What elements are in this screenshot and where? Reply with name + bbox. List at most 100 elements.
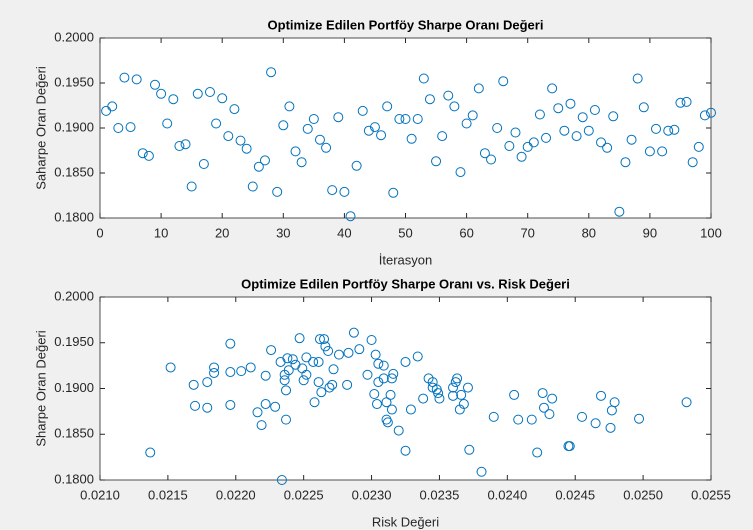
- point: [245, 362, 256, 373]
- point: [149, 79, 160, 90]
- point: [131, 74, 142, 85]
- point: [614, 206, 625, 217]
- point: [190, 400, 201, 411]
- point: [449, 101, 460, 112]
- point: [321, 142, 332, 153]
- point: [241, 143, 252, 154]
- point: [357, 105, 368, 116]
- point: [342, 379, 353, 390]
- y-axis-label: Sharpe Oran Değeri: [33, 330, 48, 446]
- point: [663, 125, 674, 136]
- point: [369, 388, 380, 399]
- point: [547, 393, 558, 404]
- point: [699, 110, 710, 121]
- point: [279, 375, 290, 386]
- point: [400, 356, 411, 367]
- point: [281, 385, 292, 396]
- y-tick-label: 0.2000: [54, 288, 94, 303]
- point: [328, 364, 339, 375]
- point: [314, 334, 325, 345]
- point: [651, 123, 662, 134]
- point: [412, 114, 423, 124]
- point: [559, 125, 570, 136]
- point: [366, 335, 377, 346]
- point: [644, 146, 655, 157]
- point: [373, 377, 384, 388]
- point: [382, 101, 393, 112]
- point: [253, 161, 264, 172]
- chart-title: Optimize Edilen Portföy Sharpe Oranı vs.…: [241, 276, 570, 291]
- point: [209, 367, 220, 378]
- point: [534, 109, 545, 120]
- point: [565, 98, 576, 109]
- point: [327, 185, 338, 196]
- point: [418, 73, 429, 84]
- point: [608, 111, 619, 122]
- point: [316, 387, 327, 398]
- point: [590, 418, 601, 429]
- point: [634, 413, 645, 424]
- x-tick-label: 30: [276, 225, 290, 240]
- point: [339, 186, 350, 197]
- point: [137, 148, 148, 159]
- point: [376, 130, 387, 141]
- point: [378, 360, 389, 371]
- point: [180, 139, 191, 150]
- point: [467, 110, 478, 121]
- x-tick-label: 50: [398, 225, 412, 240]
- point: [348, 327, 359, 338]
- point: [198, 159, 209, 169]
- point: [488, 411, 499, 422]
- point: [188, 379, 199, 390]
- point: [209, 362, 220, 373]
- x-tick-label: 0.0220: [216, 487, 256, 502]
- y-tick-label: 0.1850: [54, 164, 94, 179]
- point: [252, 407, 263, 418]
- point: [564, 441, 575, 452]
- chart-title: Optimize Edilen Portföy Sharpe Oranı Değ…: [268, 17, 544, 32]
- x-tick-label: 0.0235: [420, 487, 460, 502]
- point: [333, 349, 344, 360]
- point: [394, 114, 405, 124]
- y-axis-label: Saharpe Oran Değeri: [33, 66, 48, 190]
- point: [464, 444, 475, 455]
- point: [204, 87, 215, 97]
- y-tick-label: 0.1950: [54, 74, 94, 89]
- x-tick-label: 0.0215: [148, 487, 188, 502]
- point: [113, 123, 124, 133]
- point: [433, 388, 444, 399]
- x-tick-label: 100: [700, 225, 722, 240]
- point: [235, 135, 246, 146]
- point: [186, 181, 197, 192]
- point: [537, 388, 548, 399]
- point: [424, 94, 435, 105]
- point: [143, 150, 154, 161]
- point: [504, 141, 515, 151]
- point: [278, 120, 289, 131]
- x-tick-label: 40: [337, 225, 351, 240]
- x-tick-label: 80: [582, 225, 596, 240]
- point: [498, 76, 509, 87]
- point: [371, 399, 382, 410]
- point: [687, 157, 698, 168]
- point: [541, 132, 552, 143]
- point: [202, 377, 213, 388]
- point: [283, 365, 294, 376]
- y-tick-label: 0.1800: [54, 471, 94, 486]
- point: [547, 83, 558, 94]
- point: [308, 356, 319, 367]
- point: [266, 345, 277, 356]
- point: [260, 399, 271, 410]
- point: [162, 118, 173, 129]
- point: [596, 137, 607, 148]
- point: [302, 123, 313, 134]
- point: [513, 414, 524, 425]
- point: [553, 103, 564, 114]
- x-tick-label: 0.0250: [623, 487, 663, 502]
- point: [448, 390, 459, 401]
- point: [388, 187, 399, 198]
- point: [583, 125, 594, 136]
- point: [370, 349, 381, 360]
- point: [526, 414, 537, 425]
- point: [455, 167, 466, 178]
